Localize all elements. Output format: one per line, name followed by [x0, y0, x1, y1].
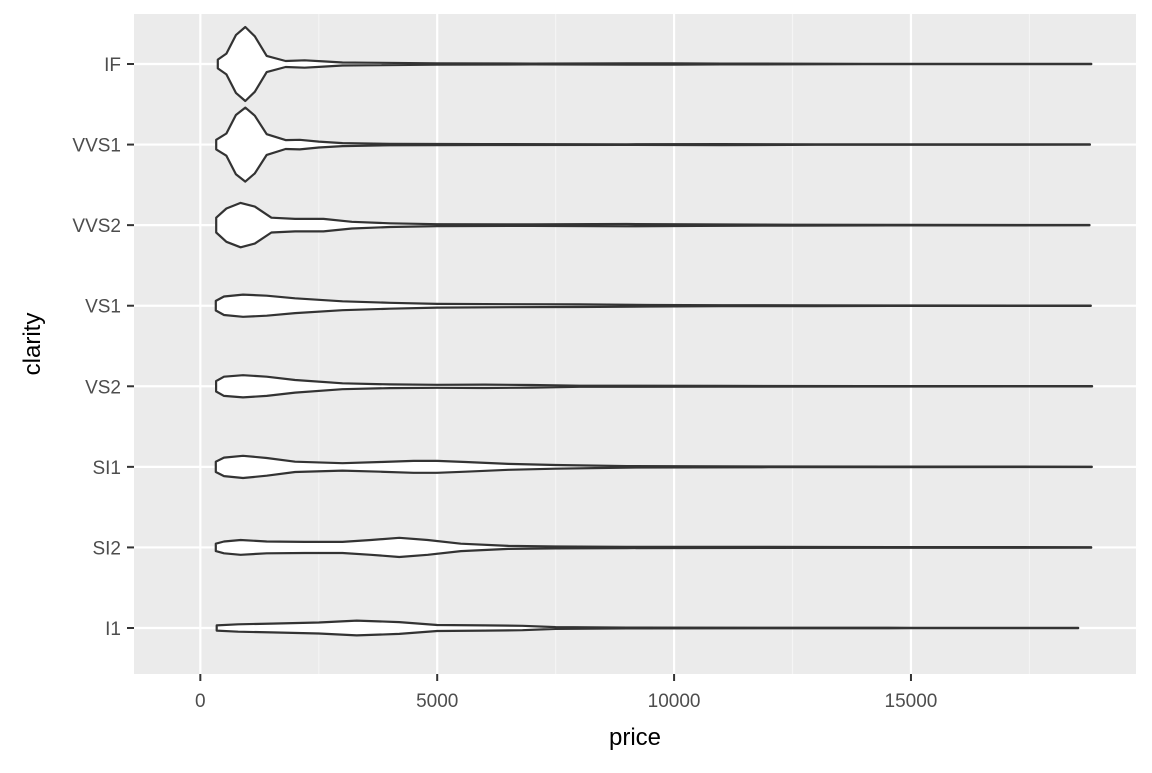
violin-vs1	[214, 293, 1092, 318]
x-tick-label: 0	[195, 691, 206, 712]
y-tick-label: SI1	[92, 458, 121, 479]
x-tick-label: 10000	[648, 691, 701, 712]
y-tick-label: IF	[104, 55, 121, 76]
axis-layer: IF VVS1 VVS2 VS1 VS2 SI1 SI2 I1 0 5000 10000 15000	[72, 55, 937, 712]
violin-si1	[214, 454, 1093, 480]
y-tick-label: VVS2	[72, 216, 121, 237]
x-tick-label: 5000	[416, 691, 458, 712]
y-tick-label: VS1	[85, 297, 121, 318]
x-tick-label: 15000	[885, 691, 938, 712]
violin-vvs1	[215, 106, 1091, 183]
violin-if	[216, 25, 1093, 103]
violin-si2	[214, 536, 1093, 559]
violin-vs2	[215, 374, 1094, 399]
plot-panel	[134, 14, 1136, 674]
y-tick-label: VS2	[85, 377, 121, 398]
violin-i1	[215, 619, 1080, 637]
violin-vvs2	[215, 201, 1091, 249]
violin-layer	[214, 25, 1094, 637]
y-axis-title: clarity	[19, 313, 46, 376]
x-axis-title: price	[609, 724, 661, 751]
y-tick-label: I1	[105, 619, 121, 640]
y-tick-label: SI2	[92, 538, 121, 559]
y-tick-label: VVS1	[72, 136, 121, 157]
